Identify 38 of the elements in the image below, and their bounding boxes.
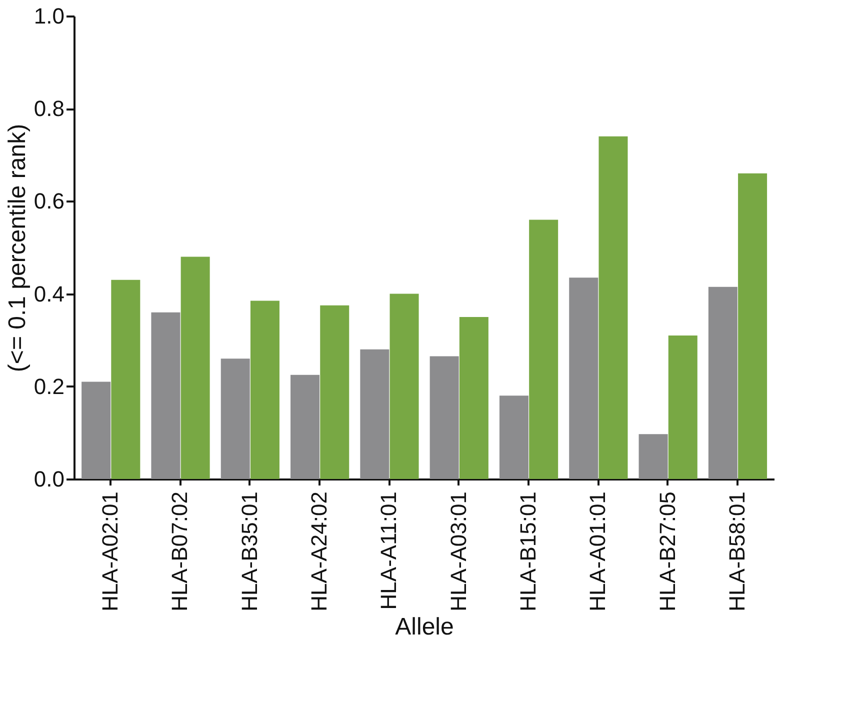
x-tick-label: HLA-B58:01: [724, 492, 750, 612]
bar: [82, 382, 111, 479]
bar: [180, 256, 210, 479]
bar: [569, 278, 598, 479]
y-tick-label: 0.2: [34, 374, 64, 399]
x-tick-label: HLA-B07:02: [167, 492, 192, 612]
bar: [111, 280, 140, 479]
bar: [320, 305, 350, 479]
x-tick-label: HLA-A02:01: [98, 492, 123, 612]
x-tick-label: HLA-A01:01: [585, 492, 610, 612]
y-tick-label: 0.6: [34, 188, 64, 214]
x-tick-label: HLA-B27:05: [654, 492, 680, 612]
bar: [430, 356, 459, 479]
y-tick-label: 0.0: [34, 466, 64, 492]
bar: [668, 335, 698, 479]
bar: [638, 434, 668, 479]
x-tick-label: HLA-A24:02: [306, 492, 332, 612]
x-tick-label: HLA-A11:01: [376, 492, 402, 610]
bar: [390, 294, 419, 479]
bar: [290, 374, 320, 479]
bar: [151, 312, 180, 479]
bar: [459, 316, 488, 479]
bar: [529, 220, 558, 479]
y-tick-label: 0.4: [34, 281, 64, 306]
bar: [250, 300, 280, 479]
y-tick-label: 1.0: [34, 4, 64, 28]
bar: [738, 173, 768, 479]
x-tick-label: HLA-A03:01: [446, 492, 471, 612]
x-tick-label: HLA-B15:01: [515, 492, 540, 612]
y-tick-label: 0.8: [34, 96, 64, 122]
y-axis-title: (<= 0.1 percentile rank): [4, 124, 31, 372]
x-axis-title: Allele: [395, 613, 454, 640]
bar: [220, 358, 250, 479]
x-tick-label: HLA-B35:01: [236, 492, 262, 612]
bar: [598, 136, 628, 479]
bar: [499, 396, 528, 479]
bar: [360, 349, 390, 479]
bar: [708, 286, 738, 479]
